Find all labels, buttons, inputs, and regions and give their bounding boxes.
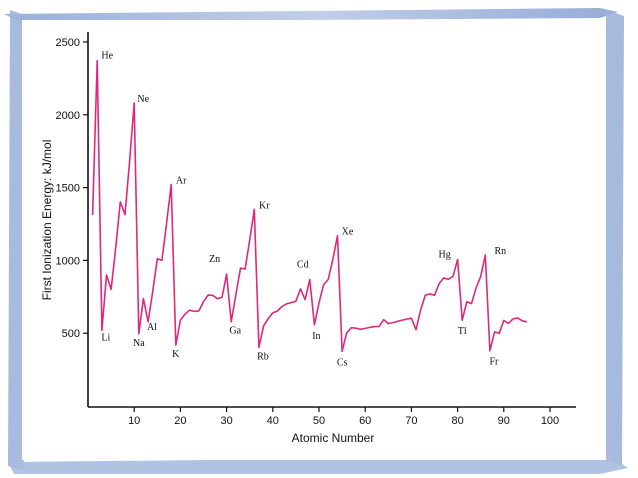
element-label: Li bbox=[101, 332, 110, 343]
frame-inner-panel bbox=[22, 20, 606, 460]
element-label: Ar bbox=[176, 176, 187, 187]
y-tick-label: 2500 bbox=[56, 37, 80, 49]
x-tick-label: 80 bbox=[451, 415, 463, 427]
x-tick-label: 30 bbox=[220, 415, 232, 427]
y-tick-label: 1000 bbox=[56, 255, 80, 267]
element-label: Kr bbox=[259, 200, 270, 211]
x-tick-label: 40 bbox=[267, 415, 279, 427]
x-tick-label: 20 bbox=[174, 415, 186, 427]
frame-top-stroke bbox=[4, 8, 618, 22]
x-tick-label: 50 bbox=[313, 415, 325, 427]
element-label: Tl bbox=[458, 326, 467, 337]
y-axis-label: First Ionization Energy: kJ/mol bbox=[40, 140, 54, 301]
element-label: Ga bbox=[229, 326, 241, 337]
element-label: Hg bbox=[438, 249, 450, 260]
x-tick-label: 100 bbox=[541, 415, 559, 427]
element-label: Al bbox=[147, 322, 157, 333]
y-tick-label: 500 bbox=[62, 328, 80, 340]
axes bbox=[87, 32, 576, 408]
y-tick-label: 2000 bbox=[56, 110, 80, 122]
element-label: Xe bbox=[342, 227, 354, 238]
x-tick-label: 60 bbox=[359, 415, 371, 427]
x-tick-label: 90 bbox=[498, 415, 510, 427]
x-axis-ticks: 10 20 30 40 50 60 70 80 90 100 bbox=[128, 407, 559, 427]
x-axis-label: Atomic Number bbox=[292, 431, 375, 445]
frame-left-stroke bbox=[8, 10, 24, 470]
element-label: Rn bbox=[494, 246, 506, 257]
element-label: Ne bbox=[137, 94, 149, 105]
element-label: Cd bbox=[297, 260, 309, 271]
frame-bottom-stroke bbox=[8, 456, 628, 474]
element-label: He bbox=[101, 51, 113, 62]
frame-right-stroke bbox=[604, 10, 624, 466]
element-label: K bbox=[172, 349, 180, 360]
series-layer bbox=[91, 59, 528, 353]
element-label: Cs bbox=[337, 357, 348, 368]
x-tick-label: 10 bbox=[128, 415, 140, 427]
element-label: Rb bbox=[257, 351, 269, 362]
x-tick-label: 70 bbox=[405, 415, 417, 427]
element-label: In bbox=[312, 331, 320, 342]
element-label: Na bbox=[133, 338, 145, 349]
ionization-energy-line bbox=[91, 59, 528, 353]
y-tick-label: 1500 bbox=[56, 183, 80, 195]
element-label: Fr bbox=[489, 357, 499, 368]
element-label: Zn bbox=[209, 254, 220, 265]
y-axis-ticks: 500 1000 1500 2000 2500 bbox=[56, 37, 88, 340]
